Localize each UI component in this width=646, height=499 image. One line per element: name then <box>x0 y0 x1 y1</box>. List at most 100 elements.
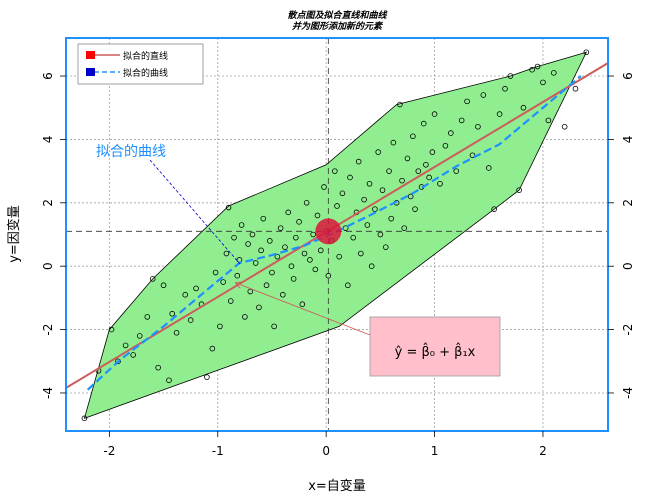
legend-box <box>77 43 204 85</box>
data-point <box>412 206 418 212</box>
data-point <box>130 352 137 358</box>
data-point <box>448 130 454 136</box>
data-point <box>274 253 281 260</box>
data-point <box>332 168 338 174</box>
data-point <box>347 174 353 181</box>
data-point <box>442 142 449 149</box>
data-point <box>404 155 411 162</box>
data-point <box>401 225 408 231</box>
data-point <box>464 98 470 105</box>
data-point <box>420 120 427 127</box>
data-point <box>169 310 176 317</box>
data-point <box>437 180 443 187</box>
data-point <box>296 219 302 225</box>
data-point <box>245 241 251 247</box>
data-point <box>350 234 357 241</box>
data-point <box>336 253 342 260</box>
data-point <box>220 279 226 285</box>
data-point <box>277 225 284 231</box>
data-point <box>310 231 316 238</box>
data-point <box>540 79 546 86</box>
data-point <box>293 234 299 241</box>
data-point <box>204 374 210 380</box>
data-point <box>390 139 397 146</box>
data-point <box>480 92 487 98</box>
data-point <box>399 177 405 184</box>
data-point <box>334 203 340 209</box>
y-tick-label-left: 2 <box>41 199 55 207</box>
data-point <box>166 377 172 384</box>
data-point <box>410 133 416 140</box>
data-point <box>314 212 321 219</box>
data-point <box>209 345 216 352</box>
data-point <box>491 206 497 212</box>
data-point <box>256 304 262 311</box>
y-tick-label-left: 0 <box>41 262 55 270</box>
data-point <box>485 165 492 171</box>
data-point <box>312 266 319 273</box>
x-tick-label: -1 <box>212 444 224 458</box>
data-point <box>260 215 267 222</box>
data-point <box>469 152 476 159</box>
data-point <box>238 222 245 228</box>
data-point <box>301 250 308 257</box>
data-point <box>377 231 384 238</box>
y-tick-label-left: -2 <box>41 324 55 336</box>
legend: 拟合的直线 拟合的曲线 <box>77 43 204 85</box>
data-point <box>502 85 508 92</box>
data-point <box>249 231 256 238</box>
data-point <box>225 204 232 211</box>
data-point <box>223 250 230 257</box>
data-point <box>520 104 527 111</box>
data-point <box>397 101 403 108</box>
data-point <box>136 333 143 339</box>
data-point <box>361 196 367 203</box>
data-point <box>583 49 590 56</box>
data-point <box>231 234 237 241</box>
data-point <box>160 282 167 289</box>
data-point <box>317 247 324 254</box>
data-point <box>550 70 557 76</box>
data-point <box>81 415 88 422</box>
axis-ticks: -2 -1 0 1 2 -4 -4 -2 -2 0 0 2 2 4 4 6 6 <box>41 72 635 458</box>
data-point <box>423 161 429 168</box>
data-point <box>355 158 362 165</box>
data-point <box>534 63 541 70</box>
data-point <box>561 123 568 130</box>
data-point <box>173 329 180 336</box>
curve-annotation-pointer <box>149 159 241 265</box>
data-point <box>303 200 310 206</box>
data-point <box>388 215 395 222</box>
data-point <box>299 301 306 308</box>
data-points <box>81 49 590 422</box>
data-point <box>108 326 115 333</box>
y-tick-label-right: -2 <box>621 324 635 336</box>
data-point <box>263 282 270 289</box>
formula-pointer <box>236 283 371 336</box>
data-point <box>475 123 481 130</box>
data-point <box>182 291 189 298</box>
data-point <box>115 358 121 365</box>
data-point <box>122 342 129 349</box>
data-point <box>279 291 286 298</box>
data-point <box>572 85 579 92</box>
y-tick-label-right: 2 <box>621 199 635 207</box>
data-point <box>234 272 241 279</box>
data-point <box>415 168 422 174</box>
data-point <box>269 269 275 276</box>
curve-annotation-label: 拟合的曲线 <box>96 144 166 160</box>
x-tick-label: 1 <box>431 444 439 458</box>
legend-label-1: 拟合的直线 <box>123 50 168 62</box>
data-point <box>290 276 297 282</box>
center-point <box>315 218 342 245</box>
x-axis-label: x=自变量 <box>308 478 366 494</box>
data-point <box>271 323 277 330</box>
data-point <box>368 263 375 269</box>
legend-marker-1 <box>86 51 95 59</box>
data-point <box>407 193 414 200</box>
data-point <box>149 276 156 282</box>
data-point <box>375 149 381 155</box>
data-point <box>285 209 292 216</box>
chart-title-line2: 并为图形添加新的元素 <box>292 21 384 32</box>
